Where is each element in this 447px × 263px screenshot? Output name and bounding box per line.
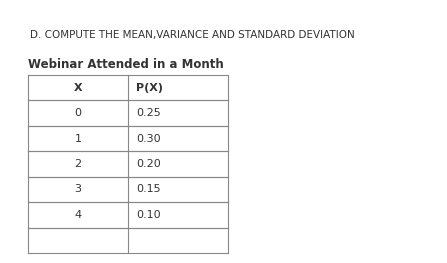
- Bar: [128, 227, 228, 253]
- Text: 0.20: 0.20: [136, 159, 161, 169]
- Text: X: X: [74, 83, 82, 93]
- Bar: [128, 100, 228, 126]
- Bar: [128, 126, 228, 151]
- Text: 0.30: 0.30: [136, 134, 160, 144]
- Bar: [128, 177, 228, 202]
- Bar: [128, 202, 228, 227]
- Bar: [128, 151, 228, 177]
- Bar: [28, 227, 128, 253]
- Text: 2: 2: [75, 159, 81, 169]
- Text: 3: 3: [75, 184, 81, 194]
- Text: 1: 1: [75, 134, 81, 144]
- Bar: [28, 202, 128, 227]
- Text: P(X): P(X): [136, 83, 163, 93]
- Bar: [28, 151, 128, 177]
- Bar: [28, 100, 128, 126]
- Text: 4: 4: [75, 210, 81, 220]
- Text: D. COMPUTE THE MEAN,VARIANCE AND STANDARD DEVIATION: D. COMPUTE THE MEAN,VARIANCE AND STANDAR…: [30, 30, 355, 40]
- Text: 0.10: 0.10: [136, 210, 160, 220]
- Text: Webinar Attended in a Month: Webinar Attended in a Month: [28, 58, 224, 71]
- Text: 0.15: 0.15: [136, 184, 160, 194]
- Bar: [28, 177, 128, 202]
- Text: 0.25: 0.25: [136, 108, 161, 118]
- Text: 0: 0: [75, 108, 81, 118]
- Bar: [128, 75, 228, 100]
- Bar: [28, 75, 128, 100]
- Bar: [28, 126, 128, 151]
